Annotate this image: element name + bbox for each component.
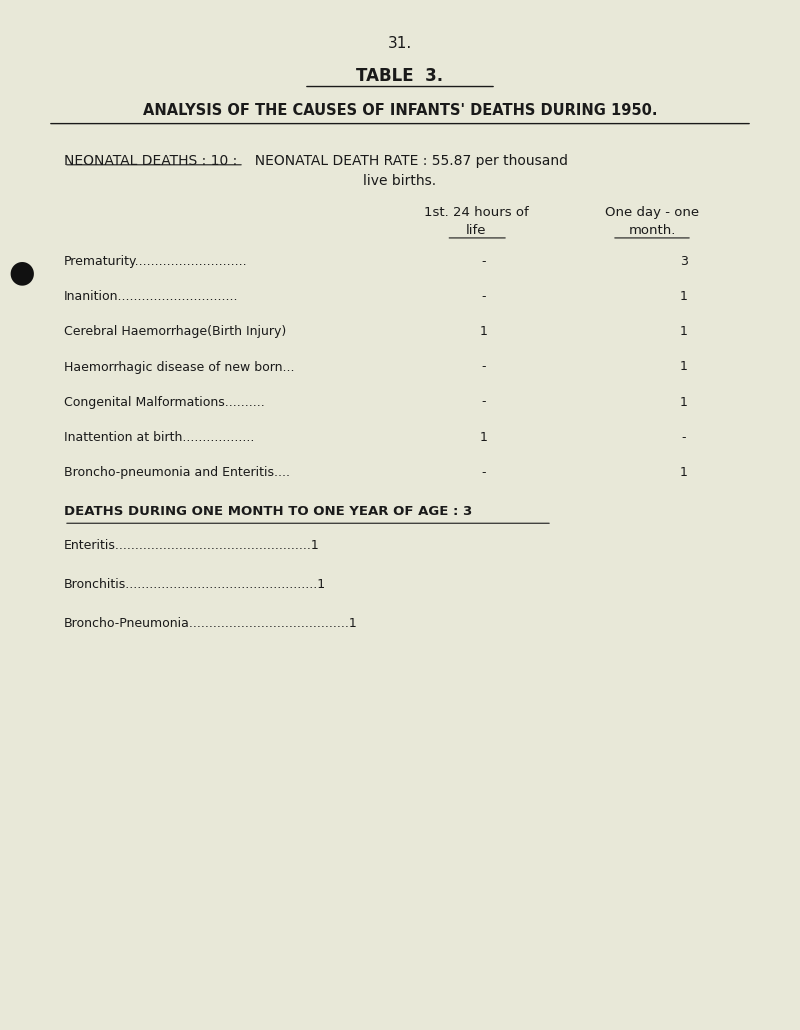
Text: 1: 1 xyxy=(480,431,488,444)
Text: Broncho-pneumonia and Enteritis....: Broncho-pneumonia and Enteritis.... xyxy=(64,466,290,479)
Text: 1: 1 xyxy=(680,396,688,409)
Text: -: - xyxy=(482,290,486,304)
Text: NEONATAL DEATHS : 10 :    NEONATAL DEATH RATE : 55.87 per thousand: NEONATAL DEATHS : 10 : NEONATAL DEATH RA… xyxy=(64,154,568,169)
Text: life: life xyxy=(466,224,486,237)
Text: -: - xyxy=(482,396,486,409)
Text: -: - xyxy=(482,255,486,269)
Text: 1: 1 xyxy=(480,325,488,339)
Text: -: - xyxy=(682,431,686,444)
Text: Bronchitis................................................1: Bronchitis..............................… xyxy=(64,578,326,591)
Text: 31.: 31. xyxy=(388,36,412,52)
Text: 3: 3 xyxy=(680,255,688,269)
Text: Inattention at birth..................: Inattention at birth.................. xyxy=(64,431,254,444)
Text: Prematurity............................: Prematurity............................ xyxy=(64,255,248,269)
Text: Haemorrhagic disease of new born...: Haemorrhagic disease of new born... xyxy=(64,360,294,374)
Text: month.: month. xyxy=(628,224,676,237)
Text: One day - one: One day - one xyxy=(605,206,699,219)
Text: ANALYSIS OF THE CAUSES OF INFANTS' DEATHS DURING 1950.: ANALYSIS OF THE CAUSES OF INFANTS' DEATH… xyxy=(142,103,658,118)
Text: Enteritis.................................................1: Enteritis...............................… xyxy=(64,539,320,552)
Text: -: - xyxy=(482,360,486,374)
Text: Congenital Malformations..........: Congenital Malformations.......... xyxy=(64,396,265,409)
Text: Cerebral Haemorrhage(Birth Injury): Cerebral Haemorrhage(Birth Injury) xyxy=(64,325,286,339)
Text: 1st. 24 hours of: 1st. 24 hours of xyxy=(424,206,528,219)
Text: DEATHS DURING ONE MONTH TO ONE YEAR OF AGE : 3: DEATHS DURING ONE MONTH TO ONE YEAR OF A… xyxy=(64,505,472,518)
Text: 1: 1 xyxy=(680,360,688,374)
Text: TABLE  3.: TABLE 3. xyxy=(357,67,443,84)
Text: -: - xyxy=(482,466,486,479)
Text: 1: 1 xyxy=(680,290,688,304)
Text: ●: ● xyxy=(8,259,35,287)
Text: live births.: live births. xyxy=(363,174,437,188)
Text: 1: 1 xyxy=(680,325,688,339)
Text: Broncho-Pneumonia........................................1: Broncho-Pneumonia.......................… xyxy=(64,617,358,630)
Text: 1: 1 xyxy=(680,466,688,479)
Text: Inanition..............................: Inanition.............................. xyxy=(64,290,238,304)
